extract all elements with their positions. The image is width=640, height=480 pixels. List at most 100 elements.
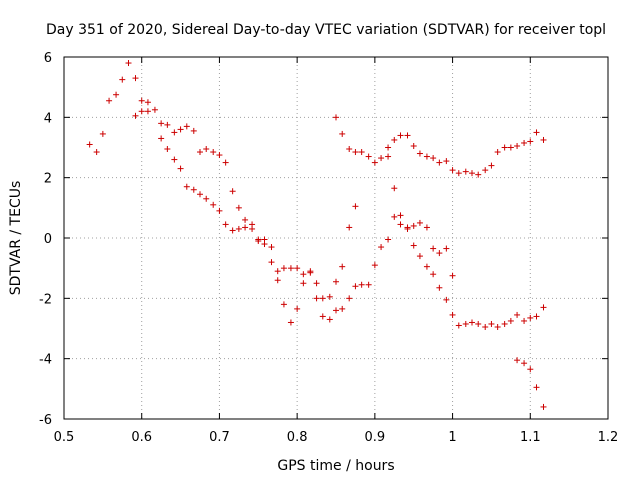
data-point: [210, 201, 217, 208]
data-point: [268, 244, 275, 251]
data-point: [216, 152, 223, 159]
data-point: [462, 168, 469, 175]
data-point: [378, 244, 385, 251]
data-point: [482, 167, 489, 174]
y-tick-label: 4: [44, 111, 52, 126]
x-tick-label: 1: [448, 430, 456, 445]
data-point: [397, 221, 404, 228]
data-point: [319, 313, 326, 320]
data-point: [436, 159, 443, 166]
data-point: [533, 384, 540, 391]
data-point: [533, 313, 540, 320]
data-point: [423, 153, 430, 160]
data-point: [391, 136, 398, 143]
data-point: [488, 162, 495, 169]
data-point: [527, 314, 534, 321]
data-point: [280, 265, 287, 272]
data-point: [125, 60, 132, 67]
data-point: [190, 186, 197, 193]
data-point: [294, 265, 301, 272]
data-point: [540, 304, 547, 311]
data-point: [488, 320, 495, 327]
y-tick-label: 6: [44, 51, 52, 66]
data-point: [352, 203, 359, 210]
axis-ticks: 0.5 0.6 0.7 0.8 0.9 1 1.1 1.2 -6 -4 -2 0 2 4 6: [39, 51, 618, 445]
data-point: [527, 366, 534, 373]
data-point: [177, 126, 184, 133]
data-point: [533, 129, 540, 136]
data-point: [494, 149, 501, 156]
data-point: [540, 403, 547, 410]
data-point: [190, 127, 197, 134]
data-point: [222, 221, 229, 228]
data-point: [391, 213, 398, 220]
data-point: [313, 295, 320, 302]
x-axis-label: GPS time / hours: [277, 458, 394, 474]
data-point: [430, 271, 437, 278]
data-point: [352, 283, 359, 290]
data-point: [443, 296, 450, 303]
data-point: [197, 149, 203, 156]
data-point: [514, 357, 521, 364]
data-point: [93, 149, 100, 156]
data-point: [242, 224, 249, 231]
data-point: [475, 320, 482, 327]
data-point: [423, 263, 430, 270]
data-point: [210, 149, 217, 156]
data-point: [358, 149, 365, 156]
data-point: [469, 319, 475, 326]
y-tick-label: -4: [39, 353, 52, 368]
data-point: [333, 307, 339, 314]
data-point: [410, 242, 417, 249]
data-point: [287, 265, 294, 272]
data-point: [229, 188, 236, 195]
data-point: [430, 245, 437, 252]
data-point: [469, 170, 475, 177]
data-point: [339, 305, 346, 312]
data-point: [222, 159, 229, 166]
data-point: [333, 278, 339, 285]
data-point: [177, 165, 184, 172]
data-point: [378, 155, 385, 162]
data-point: [410, 222, 417, 229]
data-point: [171, 129, 178, 136]
data-point: [268, 259, 275, 266]
data-point: [280, 301, 287, 308]
data-point: [455, 322, 462, 329]
data-point: [397, 212, 404, 219]
data-point: [158, 120, 165, 127]
data-point: [99, 130, 106, 137]
x-tick-label: 0.5: [54, 430, 75, 445]
data-point: [416, 150, 423, 157]
y-tick-label: 0: [44, 232, 52, 247]
data-point: [346, 146, 353, 153]
data-point: [430, 155, 437, 162]
data-point: [235, 204, 242, 211]
data-point: [397, 132, 404, 139]
data-point: [242, 216, 249, 223]
chart-title: Day 351 of 2020, Sidereal Day-to-day VTE…: [46, 22, 606, 38]
data-point: [158, 135, 165, 142]
data-point: [151, 106, 158, 113]
data-point: [385, 236, 392, 243]
data-point: [274, 277, 281, 284]
data-point: [235, 225, 242, 232]
data-point: [462, 320, 469, 327]
data-point: [313, 280, 320, 287]
data-point: [365, 281, 372, 288]
data-point: [86, 141, 93, 148]
data-point: [436, 284, 443, 291]
data-point: [144, 108, 151, 115]
data-point: [527, 138, 534, 145]
data-point: [436, 250, 443, 257]
data-point: [113, 91, 120, 98]
data-point: [132, 75, 139, 82]
data-point: [371, 262, 378, 269]
data-point: [507, 317, 514, 324]
data-point: [106, 97, 113, 104]
data-point: [521, 360, 528, 367]
data-point: [507, 144, 514, 151]
data-point: [514, 311, 521, 318]
data-point: [144, 99, 151, 106]
